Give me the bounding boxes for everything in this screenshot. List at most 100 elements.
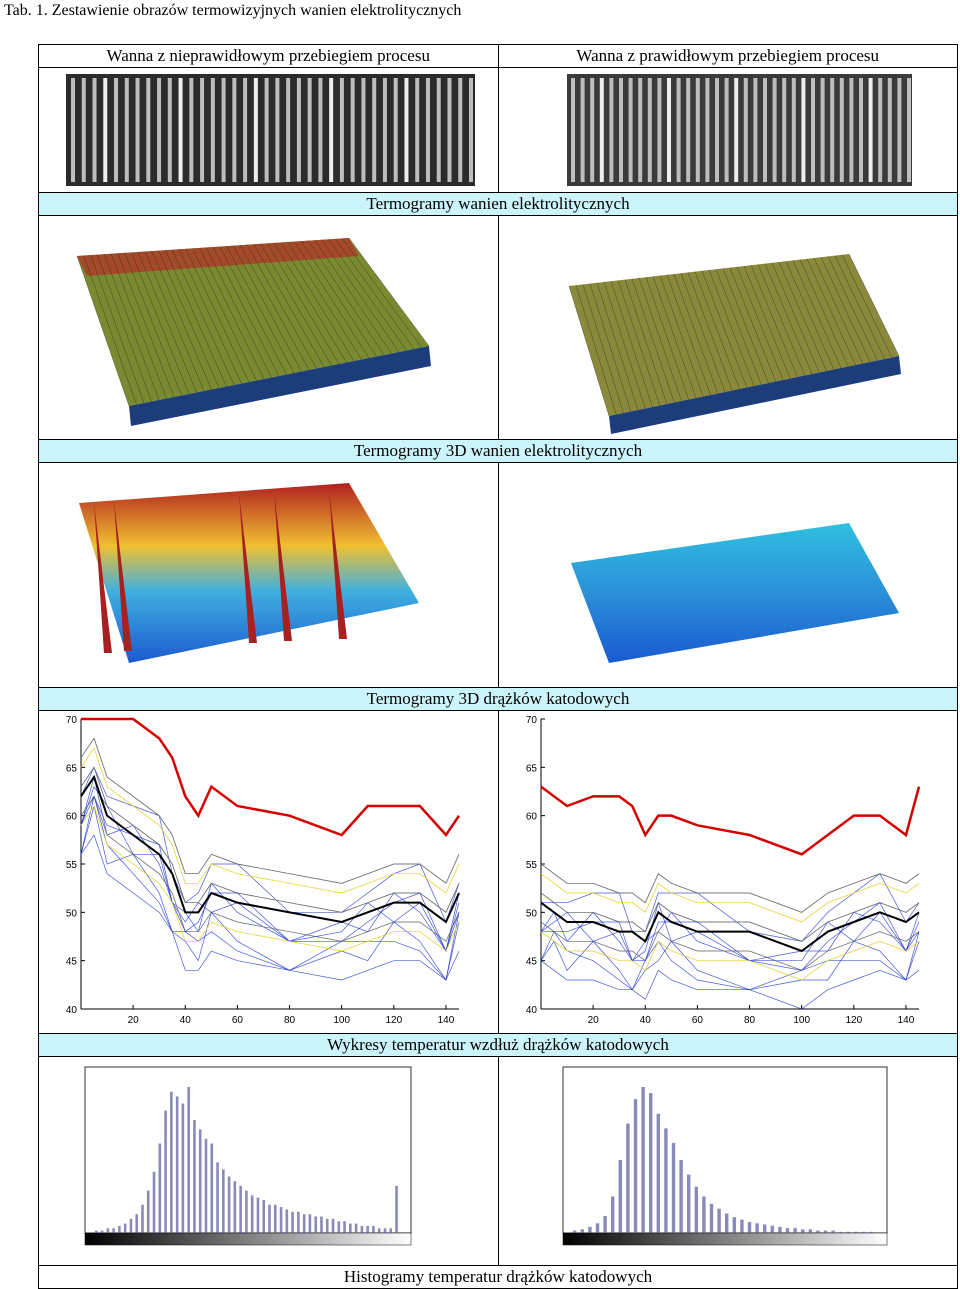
histogram-bar (770, 1225, 774, 1233)
histogram-bar (602, 1215, 607, 1233)
histogram-bar (383, 1228, 387, 1233)
temperature-series-line (80, 796, 460, 981)
histogram-bar (135, 1214, 139, 1233)
histogram-bar (618, 1160, 622, 1233)
surface3d-plot-right (570, 523, 899, 663)
temperature-series-line (540, 931, 919, 981)
histogram-bar (663, 1128, 668, 1233)
temperature-series-line (540, 863, 919, 913)
histogram-bar (868, 1231, 873, 1233)
histogram-bar (308, 1214, 312, 1233)
histogram-bar (118, 1225, 121, 1233)
histogram-bar (325, 1218, 329, 1233)
histogram-bar (389, 1228, 393, 1233)
x-tick-label: 140 (897, 1015, 914, 1026)
histogram-bar (297, 1211, 300, 1233)
temperature-series-line (540, 931, 919, 981)
y-tick-label: 45 (525, 957, 537, 968)
histogram-bar (331, 1218, 335, 1233)
y-tick-label: 50 (525, 908, 537, 919)
histogram-right (562, 1066, 887, 1246)
histogram-frame (84, 1066, 412, 1234)
histogram-bar (572, 1230, 576, 1233)
histogram-bar (377, 1228, 381, 1233)
band-thermograms: Termogramy wanien elektrolitycznych (38, 192, 958, 216)
y-tick-label: 40 (66, 1005, 78, 1016)
temperature-series-line (540, 873, 919, 923)
histogram-left (84, 1066, 412, 1246)
histogram-bar (285, 1209, 289, 1233)
x-tick-label: 120 (385, 1015, 402, 1026)
histogram-bar (709, 1203, 713, 1233)
column-header-right: Wanna z prawidłowym przebiegiem procesu (497, 44, 958, 68)
histogram-bar (587, 1226, 592, 1233)
histogram-bar (152, 1171, 156, 1233)
surface-plot-left (76, 237, 431, 426)
histogram-bar (95, 1230, 98, 1233)
histogram-bar (395, 1185, 398, 1233)
histogram-bar (366, 1225, 369, 1233)
histogram-bar (372, 1225, 375, 1233)
histogram-bar (314, 1216, 317, 1233)
temperature-series-line (540, 930, 919, 991)
thermogram3d-right (497, 462, 958, 688)
x-tick-label: 20 (128, 1015, 140, 1026)
histogram-bar (123, 1223, 127, 1233)
temperature-chart-left: 40 45 50 55 60 65 70 20 40 60 80 100 120 140 (66, 715, 461, 1026)
histogram-bar (100, 1230, 104, 1233)
histogram-bar (112, 1228, 115, 1233)
histogram-bar (158, 1143, 162, 1233)
histogram-bar (648, 1093, 652, 1233)
temperature-series-line (539, 901, 920, 953)
y-tick-label: 60 (66, 812, 78, 823)
band-thermograms-3d-rods: Termogramy 3D drążków katodowych (38, 687, 958, 711)
histogram-bar (694, 1186, 698, 1233)
histogram-bar (671, 1142, 675, 1233)
bath-photo-right (566, 74, 912, 186)
plot-cell-left: 40 45 50 55 60 65 70 20 40 60 80 100 120 140 (38, 710, 499, 1034)
column-header-left: Wanna z nieprawidłowym przebiegiem proce… (38, 44, 499, 68)
x-tick-label: 40 (639, 1015, 651, 1026)
temperature-series-line (80, 737, 460, 884)
histogram-bar (233, 1181, 237, 1233)
histogram-bar (239, 1185, 242, 1233)
histogram-bar (187, 1087, 190, 1233)
temperature-series-line (80, 747, 460, 894)
histogram-bar (262, 1200, 266, 1233)
y-tick-label: 65 (66, 763, 78, 774)
x-tick-label: 40 (180, 1015, 192, 1026)
grayscale-colorbar (84, 1232, 412, 1246)
photo-cell-right (497, 67, 958, 193)
temperature-series-line (539, 785, 920, 856)
histogram-bar (250, 1195, 254, 1233)
y-tick-label: 55 (66, 860, 78, 871)
y-tick-label: 70 (66, 715, 78, 726)
histogram-bar (279, 1207, 283, 1233)
temperature-series-line (540, 902, 919, 952)
x-tick-label: 80 (743, 1015, 755, 1026)
histogram-bar (343, 1221, 346, 1233)
histogram-bar (724, 1213, 728, 1233)
histogram-bar (354, 1223, 358, 1233)
y-tick-label: 70 (525, 715, 537, 726)
temperature-series-line (540, 902, 919, 952)
thermogram3d-left (38, 462, 499, 688)
histogram-bar (245, 1190, 248, 1233)
temperature-chart-right: 40 45 50 55 60 65 70 20 40 60 80 100 120 140 (525, 715, 920, 1026)
grayscale-colorbar (562, 1232, 887, 1246)
temperature-series-line (540, 892, 919, 942)
temperature-series-line (540, 873, 919, 923)
histogram-bar (701, 1196, 706, 1233)
histogram-bar (739, 1219, 744, 1233)
histogram-bar (580, 1229, 584, 1233)
temperature-series-line (80, 776, 460, 923)
histogram-bar (800, 1229, 804, 1233)
temperature-series-line (80, 747, 460, 894)
histogram-bar (106, 1228, 110, 1233)
histogram-bar (747, 1222, 751, 1233)
histogram-bar (164, 1110, 167, 1233)
bath-photo-left (66, 74, 475, 186)
band-temperature-plots: Wykresy temperatur wzdłuż drążków katodo… (38, 1033, 958, 1057)
x-tick-label: 60 (232, 1015, 244, 1026)
temperature-series-line (540, 931, 919, 981)
